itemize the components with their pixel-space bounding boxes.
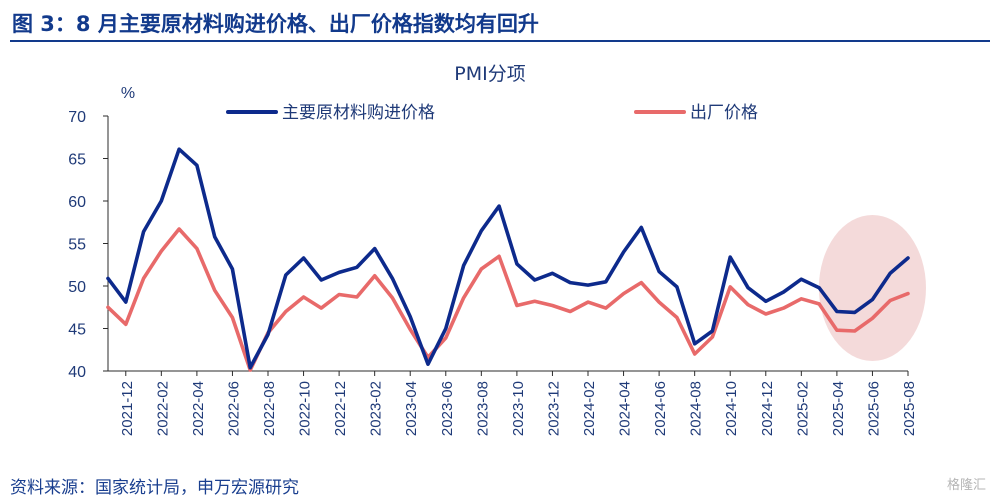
x-tick-label: 2025-04: [830, 381, 847, 436]
highlight-layer: [818, 215, 926, 361]
x-tick-label: 2022-12: [332, 381, 349, 436]
highlight-ellipse: [818, 215, 926, 361]
y-tick-label: 60: [68, 194, 86, 211]
x-tick-label: 2023-10: [510, 381, 527, 436]
x-tick-label: 2022-02: [154, 381, 171, 436]
x-tick-label: 2024-12: [759, 381, 776, 436]
y-tick-label: 50: [68, 279, 86, 296]
x-tick-label: 2022-06: [225, 381, 242, 436]
x-tick-label: 2024-04: [617, 381, 634, 436]
x-tick-label: 2025-06: [865, 381, 882, 436]
legend: 主要原材料购进价格 出厂价格: [226, 103, 758, 123]
series-line-2: [106, 227, 910, 372]
x-tick-label: 2023-06: [439, 381, 456, 436]
y-tick-label: 70: [68, 109, 86, 126]
pmi-line-chart: PMI分项 % 40 45 50 55 60 65 70 2021-12 2022-02 2022…: [68, 63, 926, 436]
legend-label-2: 出厂价格: [690, 103, 758, 123]
y-tick-label: 40: [68, 364, 86, 381]
y-tick-label: 65: [68, 152, 86, 169]
x-tick-label: 2024-06: [652, 381, 669, 436]
figure-title: 图 3：8 月主要原材料购进价格、出厂价格指数均有回升: [12, 12, 539, 36]
watermark: 格隆汇: [946, 478, 986, 493]
x-tick-label: 2024-02: [581, 381, 598, 436]
y-tick-label: 55: [68, 237, 86, 254]
x-tick-label: 2025-08: [901, 381, 918, 436]
source-note: 资料来源：国家统计局，申万宏源研究: [10, 478, 299, 498]
x-tick-label: 2023-08: [474, 381, 491, 436]
axes: 40 45 50 55 60 65 70 2021-12 2022-02 2022-04 2022-…: [68, 109, 918, 436]
y-axis-unit: %: [121, 85, 135, 102]
x-tick-label: 2024-10: [723, 381, 740, 436]
x-tick-label: 2021-12: [119, 381, 136, 436]
x-tick-label: 2023-02: [368, 381, 385, 436]
title-divider: [10, 40, 990, 42]
x-tick-label: 2025-02: [794, 381, 811, 436]
x-tick-label: 2022-04: [190, 381, 207, 436]
series-layer: [106, 147, 910, 372]
x-tick-label: 2024-08: [688, 381, 705, 436]
x-tick-label: 2022-10: [297, 381, 314, 436]
legend-label-1: 主要原材料购进价格: [282, 103, 435, 123]
x-tick-label: 2023-12: [545, 381, 562, 436]
series-line-1: [106, 147, 910, 370]
chart-title: PMI分项: [454, 63, 525, 85]
y-tick-label: 45: [68, 322, 86, 339]
x-tick-label: 2023-04: [403, 381, 420, 436]
x-tick-label: 2022-08: [261, 381, 278, 436]
